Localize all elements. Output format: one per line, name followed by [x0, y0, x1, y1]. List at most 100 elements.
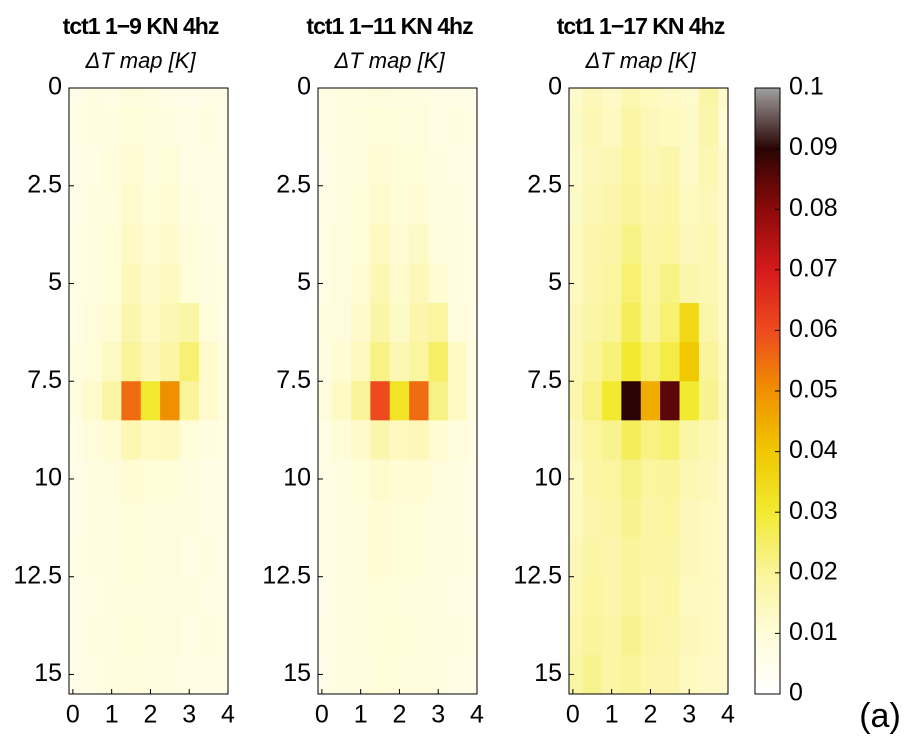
heat-cell	[82, 146, 103, 187]
heat-cell	[409, 654, 430, 694]
heat-cell	[698, 381, 719, 421]
heat-cell	[718, 615, 728, 656]
heat-cell	[698, 146, 719, 187]
panel-title: tct1 1−11 KN 4hz	[306, 13, 473, 39]
heat-cell	[582, 498, 603, 539]
heat-cell	[660, 185, 681, 226]
heat-cell	[640, 537, 661, 578]
heat-cell	[82, 88, 103, 109]
heat-cell	[621, 263, 642, 304]
heat-cell	[179, 303, 200, 343]
heat-cell	[331, 224, 352, 265]
y-tick-label: 10	[534, 464, 562, 492]
heat-cell	[140, 185, 161, 226]
heat-cell	[160, 498, 181, 539]
heat-cell	[69, 459, 84, 500]
heat-cell	[698, 498, 719, 539]
heat-cell	[101, 224, 122, 265]
colorbar-tick-label: 0.07	[789, 254, 838, 282]
heat-cell	[389, 498, 410, 539]
y-tick-label: 0	[48, 73, 62, 101]
y-tick-label: 10	[34, 464, 62, 492]
heat-cell	[69, 420, 84, 460]
heat-cell	[69, 615, 84, 656]
heat-cell	[140, 224, 161, 265]
heat-cell	[601, 107, 622, 148]
heat-cell	[160, 615, 181, 656]
heat-cell	[660, 381, 681, 421]
y-tick-label: 5	[297, 268, 311, 296]
heat-cell	[101, 615, 122, 656]
heat-cell	[140, 576, 161, 617]
heat-cell	[428, 224, 449, 265]
heat-cell	[101, 342, 122, 382]
heat-cell	[660, 342, 681, 382]
heat-cell	[660, 576, 681, 617]
heat-cell	[331, 576, 352, 617]
heat-cell	[409, 263, 430, 304]
heat-cell	[389, 537, 410, 578]
heat-cell	[350, 537, 371, 578]
heat-cell	[601, 303, 622, 343]
y-tick-label: 12.5	[262, 561, 311, 589]
heat-cell	[718, 537, 728, 578]
x-tick-label: 0	[566, 701, 580, 729]
heat-cell	[160, 459, 181, 500]
heat-cell	[698, 420, 719, 460]
heat-cell	[318, 303, 333, 343]
y-tick-label: 2.5	[527, 170, 562, 198]
heat-cell	[601, 88, 622, 109]
panel-title: tct1 1−17 KN 4hz	[557, 13, 725, 39]
heat-cell	[447, 381, 468, 421]
heat-cell	[640, 146, 661, 187]
heat-cell	[121, 185, 142, 226]
heat-cell	[447, 263, 468, 304]
heat-cell	[447, 88, 468, 109]
heat-cell	[101, 303, 122, 343]
heat-cell	[447, 107, 468, 148]
heat-cell	[198, 88, 219, 109]
heat-cell	[569, 88, 584, 109]
heat-cell	[679, 88, 700, 109]
heat-cell	[140, 459, 161, 500]
heat-cell	[198, 498, 219, 539]
heat-cell	[331, 615, 352, 656]
heat-cell	[409, 381, 430, 421]
heat-cell	[160, 420, 181, 460]
heat-cell	[698, 303, 719, 343]
heat-cell	[718, 381, 728, 421]
heat-cell	[467, 537, 477, 578]
heat-cell	[569, 303, 584, 343]
heat-cell	[428, 381, 449, 421]
heat-cell	[467, 576, 477, 617]
heat-cell	[101, 381, 122, 421]
heat-cell	[447, 498, 468, 539]
heat-cell	[409, 576, 430, 617]
heat-cell	[467, 615, 477, 656]
heat-cell	[601, 146, 622, 187]
heat-cell	[621, 459, 642, 500]
panel-subtitle: ΔT map [K]	[584, 48, 696, 73]
heat-cell	[389, 185, 410, 226]
heat-cell	[82, 342, 103, 382]
heat-cell	[718, 654, 728, 694]
heat-cell	[660, 303, 681, 343]
x-tick-label: 2	[143, 701, 157, 729]
heat-cell	[569, 537, 584, 578]
heat-cell	[198, 342, 219, 382]
heat-cell	[621, 537, 642, 578]
heat-cell	[101, 263, 122, 304]
heat-cell	[179, 537, 200, 578]
colorbar-tick-label: 0.08	[789, 194, 838, 222]
heat-cell	[447, 420, 468, 460]
heat-cell	[467, 498, 477, 539]
heat-cell	[82, 459, 103, 500]
heat-cell	[179, 146, 200, 187]
heat-cell	[601, 576, 622, 617]
heat-cell	[582, 146, 603, 187]
heat-cell	[428, 654, 449, 694]
heat-cell	[198, 615, 219, 656]
heat-cell	[569, 381, 584, 421]
heat-cell	[640, 224, 661, 265]
heat-cell	[718, 498, 728, 539]
